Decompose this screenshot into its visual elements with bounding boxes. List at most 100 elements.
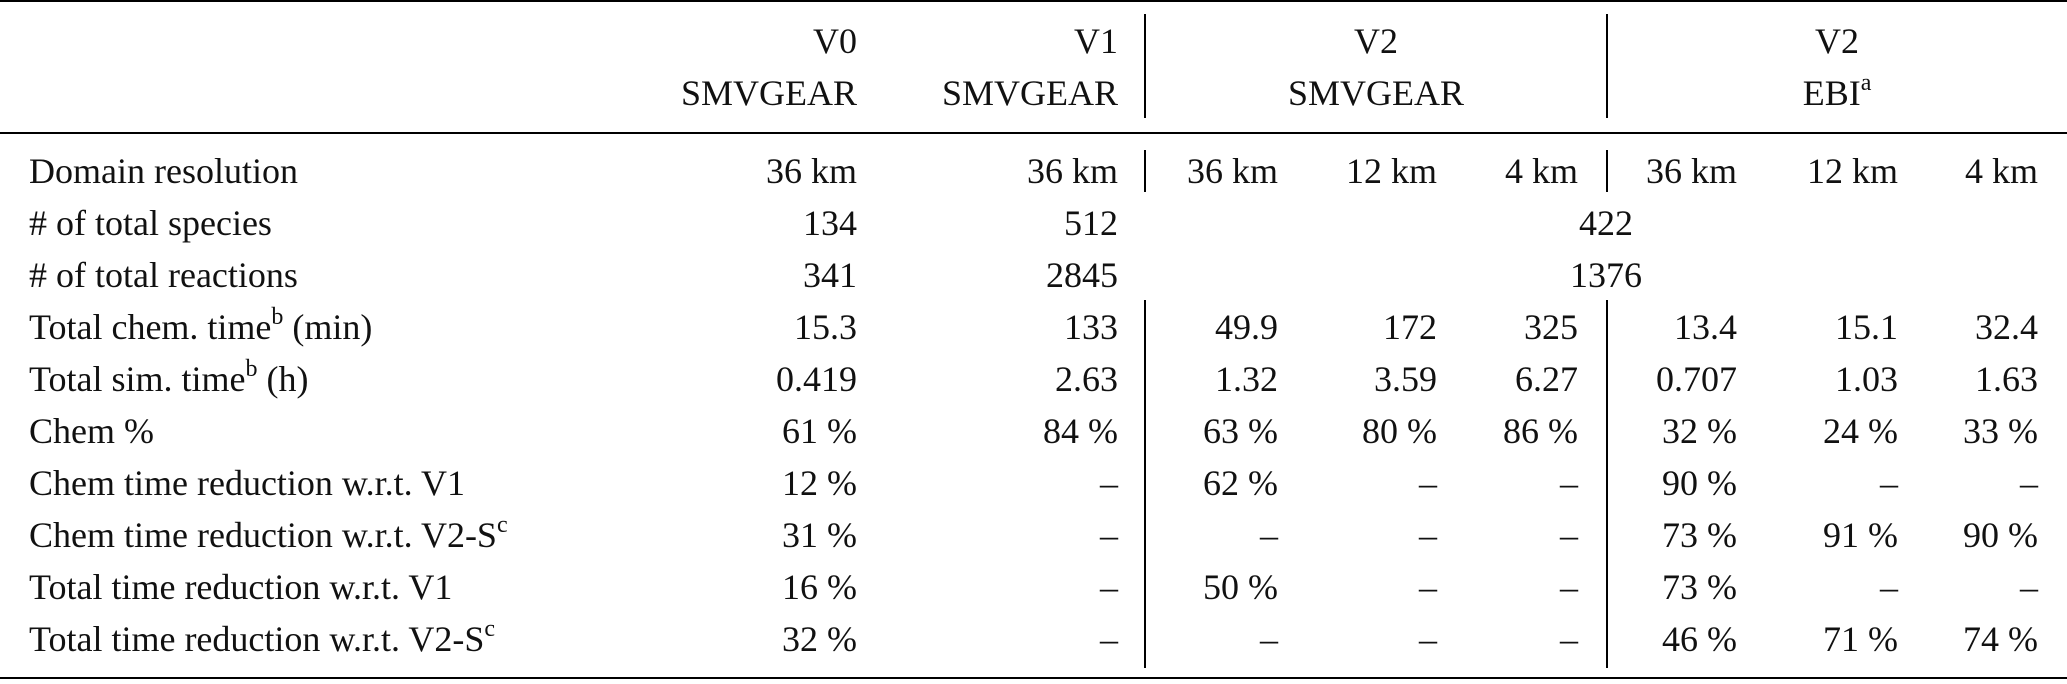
row-label: Chem time reduction w.r.t. V1 bbox=[0, 457, 660, 509]
table-cell: – bbox=[1560, 515, 1579, 555]
row-label: Total sim. timeb (h) bbox=[0, 353, 660, 405]
label-text: Domain resolution bbox=[29, 151, 298, 191]
table-cell: – bbox=[2020, 567, 2039, 607]
row-label: Total time reduction w.r.t. V1 bbox=[0, 561, 660, 613]
label-text: # of total reactions bbox=[29, 255, 298, 295]
table-cell: 512 bbox=[1064, 203, 1118, 243]
table-cell: – bbox=[2020, 463, 2039, 503]
header-line: V1 bbox=[1074, 21, 1118, 61]
table-cell: 62 % bbox=[1203, 463, 1278, 503]
table-cell: 32 % bbox=[782, 619, 857, 659]
table-cell: 36 km bbox=[1186, 151, 1278, 191]
footnote-mark: b bbox=[245, 356, 258, 382]
table-cell: 32.4 bbox=[1975, 307, 2039, 347]
footnote-mark: b bbox=[271, 304, 284, 330]
table-cell: – bbox=[1100, 619, 1118, 659]
table-cell: 6.27 bbox=[1515, 359, 1579, 399]
table-cell: 36 km bbox=[1646, 151, 1738, 191]
table-cell: 73 % bbox=[1662, 515, 1738, 555]
label-text: Total time reduction w.r.t. V2-S bbox=[29, 619, 485, 659]
table-cell: 90 % bbox=[1963, 515, 2039, 555]
table-cell: 1376 bbox=[1570, 255, 1643, 295]
table-cell: 32 % bbox=[1662, 411, 1738, 451]
table-cell: 16 % bbox=[782, 567, 857, 607]
column-divider bbox=[1144, 14, 1146, 118]
table-cell: 325 bbox=[1524, 307, 1579, 347]
column-header: V0 SMVGEAR bbox=[660, 1, 880, 134]
table-cell: 3.59 bbox=[1374, 359, 1437, 399]
header-line: V2 bbox=[1354, 21, 1398, 61]
table-cell: 422 bbox=[1579, 203, 1634, 243]
header-row: V0 SMVGEAR V1 SMVGEAR V2 SMVGEAR V2 EBIa bbox=[0, 1, 2067, 134]
table-cell: 12 km bbox=[1345, 151, 1437, 191]
table-cell: – bbox=[1419, 567, 1437, 607]
table-cell: – bbox=[1419, 463, 1437, 503]
label-text: Chem time reduction w.r.t. V1 bbox=[29, 463, 465, 503]
column-header: V1 SMVGEAR bbox=[880, 1, 1145, 134]
table-cell: 15.1 bbox=[1835, 307, 1899, 347]
label-text: (min) bbox=[283, 307, 373, 347]
table-cell: 31 % bbox=[782, 515, 857, 555]
table-cell: 33 % bbox=[1963, 411, 2039, 451]
table-cell: 13.4 bbox=[1674, 307, 1738, 347]
table-cell: 1.63 bbox=[1975, 359, 2039, 399]
header-corner bbox=[0, 1, 660, 134]
table-cell: 2845 bbox=[1046, 255, 1118, 295]
table-cell: 12 % bbox=[782, 463, 857, 503]
column-header: V2 SMVGEAR bbox=[1145, 1, 1608, 134]
table-row: Domain resolution 36 km 36 km 36 km 12 km 4 k… bbox=[0, 133, 2067, 197]
header-line: V2 bbox=[1815, 21, 1860, 61]
table-row: Chem time reduction w.r.t. V2-Sc 31 % – – – –… bbox=[0, 509, 2067, 561]
table-body: Domain resolution 36 km 36 km 36 km 12 km 4 k… bbox=[0, 133, 2067, 678]
column-header: V2 EBIa bbox=[1607, 1, 2067, 134]
table-cell: 134 bbox=[803, 203, 857, 243]
label-text: Total chem. time bbox=[29, 307, 272, 347]
table-row: Chem % 61 % 84 % 63 % 80 % 86 % 32 % 24 % 33 % bbox=[0, 405, 2067, 457]
table-cell: 4 km bbox=[1505, 151, 1579, 191]
table-cell: 50 % bbox=[1203, 567, 1278, 607]
row-label: # of total reactions bbox=[0, 249, 660, 301]
header-line: SMVGEAR bbox=[1287, 73, 1465, 113]
label-text: Chem time reduction w.r.t. V2-S bbox=[29, 515, 497, 555]
table-cell: 341 bbox=[803, 255, 857, 295]
table-cell: – bbox=[1100, 567, 1118, 607]
table-cell: 63 % bbox=[1203, 411, 1278, 451]
header-line: EBI bbox=[1802, 73, 1861, 113]
table-row: Total chem. timeb (min) 15.3 133 49.9 172 325… bbox=[0, 301, 2067, 353]
footnote-mark: a bbox=[1860, 70, 1872, 96]
row-label: # of total species bbox=[0, 197, 660, 249]
table-cell: 71 % bbox=[1823, 619, 1899, 659]
table-row: # of total species 134 512 422 bbox=[0, 197, 2067, 249]
row-label: Chem % bbox=[0, 405, 660, 457]
table-cell: 90 % bbox=[1662, 463, 1738, 503]
column-divider bbox=[1606, 300, 1608, 668]
table-cell: – bbox=[1560, 463, 1579, 503]
table-cell: – bbox=[1880, 567, 1899, 607]
table-cell: 0.419 bbox=[776, 359, 857, 399]
header-line: V0 bbox=[813, 21, 857, 61]
table-cell: – bbox=[1100, 463, 1118, 503]
table-cell: 84 % bbox=[1043, 411, 1118, 451]
table-cell: 1.32 bbox=[1215, 359, 1278, 399]
table-cell: – bbox=[1419, 619, 1437, 659]
table-cell: 1.03 bbox=[1835, 359, 1899, 399]
header-line: SMVGEAR bbox=[941, 73, 1118, 113]
table-cell: 91 % bbox=[1823, 515, 1899, 555]
table-cell: 49.9 bbox=[1215, 307, 1278, 347]
table-cell: 86 % bbox=[1503, 411, 1579, 451]
table-row: Total sim. timeb (h) 0.419 2.63 1.32 3.59 6.2… bbox=[0, 353, 2067, 405]
table-cell: 46 % bbox=[1662, 619, 1738, 659]
table-cell: 36 km bbox=[765, 151, 857, 191]
table-cell: 24 % bbox=[1823, 411, 1899, 451]
table-cell: 73 % bbox=[1662, 567, 1738, 607]
row-label: Total time reduction w.r.t. V2-Sc bbox=[0, 613, 660, 678]
row-label: Chem time reduction w.r.t. V2-Sc bbox=[0, 509, 660, 561]
table-cell: 80 % bbox=[1362, 411, 1437, 451]
footnote-mark: c bbox=[484, 616, 496, 642]
table-cell: – bbox=[1560, 619, 1579, 659]
table-cell: 2.63 bbox=[1055, 359, 1118, 399]
table-cell: – bbox=[1560, 567, 1579, 607]
table-cell: – bbox=[1260, 619, 1278, 659]
table-cell: 74 % bbox=[1963, 619, 2039, 659]
